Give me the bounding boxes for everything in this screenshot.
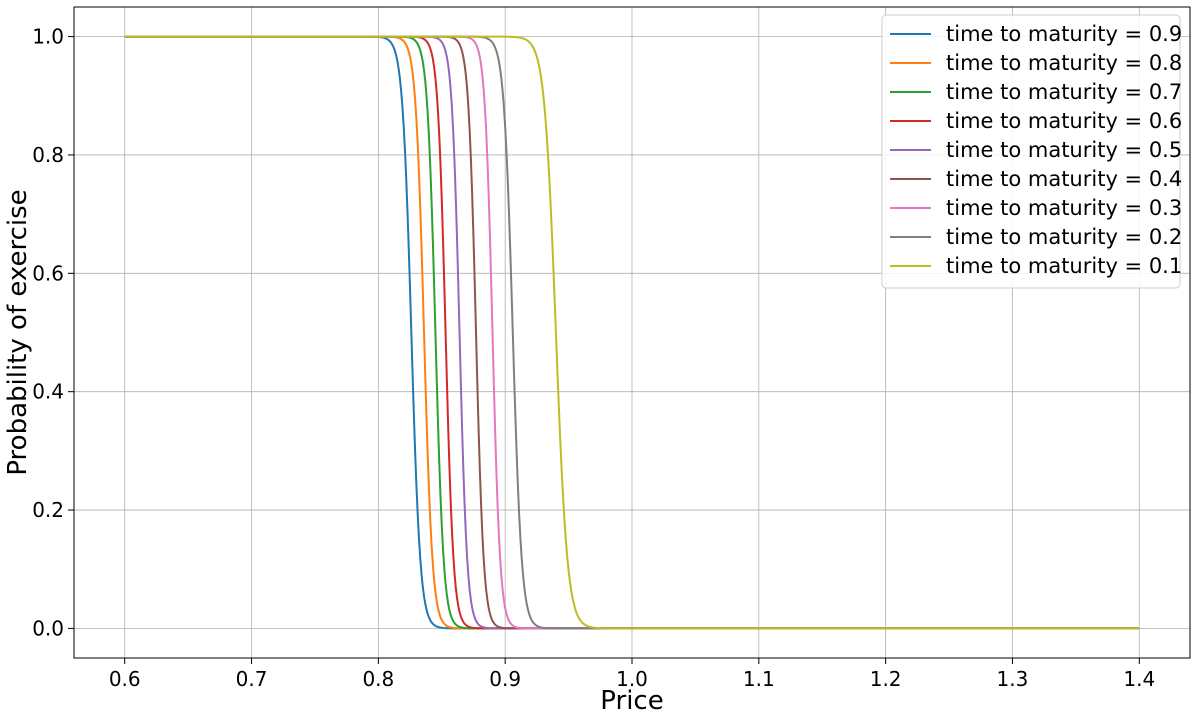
legend-label: time to maturity = 0.8 [946,51,1182,75]
legend-label: time to maturity = 0.7 [946,80,1182,104]
legend-label: time to maturity = 0.2 [946,225,1182,249]
x-tick-label: 0.8 [362,667,394,691]
y-tick-label: 0.2 [32,498,64,522]
x-tick-label: 1.1 [743,667,775,691]
y-tick-label: 0.8 [32,143,64,167]
legend: time to maturity = 0.9 time to maturity =… [881,14,1182,289]
x-tick-label: 1.2 [870,667,902,691]
legend-label: time to maturity = 0.1 [946,254,1182,278]
legend-label: time to maturity = 0.9 [946,22,1182,46]
x-tick-label: 1.4 [1123,667,1155,691]
legend-label: time to maturity = 0.3 [946,196,1182,220]
legend-label: time to maturity = 0.5 [946,138,1182,162]
legend-label: time to maturity = 0.4 [946,167,1182,191]
legend-label: time to maturity = 0.6 [946,109,1182,133]
x-tick-label: 0.6 [109,667,141,691]
x-tick-label: 0.9 [489,667,521,691]
x-tick-label: 1.0 [616,667,648,691]
y-tick-label: 1.0 [32,25,64,49]
y-tick-label: 0.4 [32,380,64,404]
x-tick-label: 1.3 [997,667,1029,691]
series-line-9 [124,35,1140,630]
x-tick-label: 0.7 [236,667,268,691]
axis-ticks: 0.6 0.7 0.8 0.9 1.0 1.1 1.2 1.3 1.4 0.0 0.2 0.4 0.6 0… [32,25,1155,691]
legend-box [881,14,1181,289]
y-tick-label: 0.0 [32,616,64,640]
x-axis-label: Price [600,686,663,716]
series-lines [124,35,1140,630]
y-axis-label: Probability of exercise [3,189,33,475]
y-tick-label: 0.6 [32,261,64,285]
